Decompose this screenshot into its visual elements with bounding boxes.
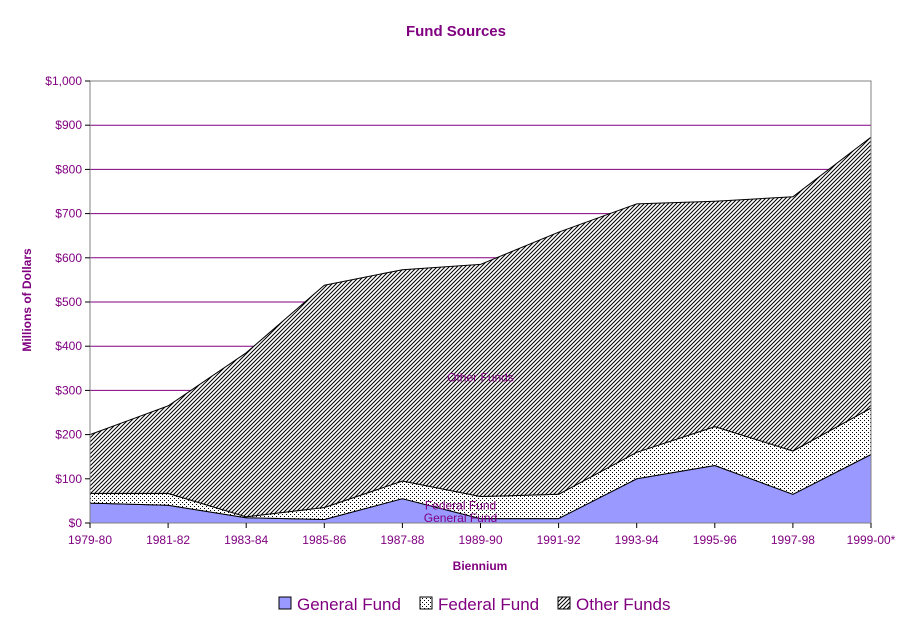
- y-tick-label: $700: [55, 207, 82, 221]
- y-tick-label: $600: [55, 251, 82, 265]
- legend-label-other-funds: Other Funds: [576, 595, 671, 614]
- x-tick-label: 1999-00*: [847, 533, 896, 547]
- y-tick-label: $1,000: [45, 74, 82, 88]
- stacked-areas: [89, 136, 872, 524]
- x-tick-label: 1995-96: [693, 533, 737, 547]
- legend: General Fund Federal Fund Other Funds: [278, 595, 671, 614]
- legend-label-federal-fund: Federal Fund: [438, 595, 539, 614]
- y-tick-label: $800: [55, 162, 82, 176]
- y-tick-label: $500: [55, 295, 82, 309]
- area-label-general-fund: General Fund: [424, 511, 497, 525]
- y-axis-title: Millions of Dollars: [20, 248, 34, 352]
- y-tick-label: $200: [55, 428, 82, 442]
- area-label-federal-fund: Federal Fund: [425, 499, 496, 513]
- legend-swatch-federal-fund: [419, 596, 433, 610]
- x-tick-label: 1979-80: [68, 533, 112, 547]
- y-tick-label: $900: [55, 118, 82, 132]
- x-axis-title: Biennium: [453, 559, 508, 573]
- y-tick-label: $0: [69, 516, 83, 530]
- x-tick-label: 1993-94: [615, 533, 659, 547]
- x-tick-label: 1983-84: [224, 533, 268, 547]
- legend-swatch-general-fund: [278, 596, 292, 610]
- legend-swatch-other-funds: [557, 596, 571, 610]
- y-axis-ticks: $0 $100 $200 $300 $400 $500 $600 $700 $800 $900 $1…: [45, 74, 90, 530]
- legend-label-general-fund: General Fund: [297, 595, 401, 614]
- y-tick-label: $300: [55, 383, 82, 397]
- chart-title: Fund Sources: [406, 23, 506, 40]
- x-tick-label: 1989-90: [458, 533, 502, 547]
- y-tick-label: $400: [55, 339, 82, 353]
- area-label-other-funds: Other Funds: [447, 371, 514, 385]
- x-tick-label: 1985-86: [302, 533, 346, 547]
- x-tick-label: 1981-82: [146, 533, 190, 547]
- x-tick-label: 1997-98: [771, 533, 815, 547]
- x-tick-label: 1991-92: [537, 533, 581, 547]
- x-tick-label: 1987-88: [380, 533, 424, 547]
- x-axis-ticks: 1979-80 1981-82 1983-84 1985-86 1987-88 1989-…: [68, 523, 896, 547]
- y-tick-label: $100: [55, 472, 82, 486]
